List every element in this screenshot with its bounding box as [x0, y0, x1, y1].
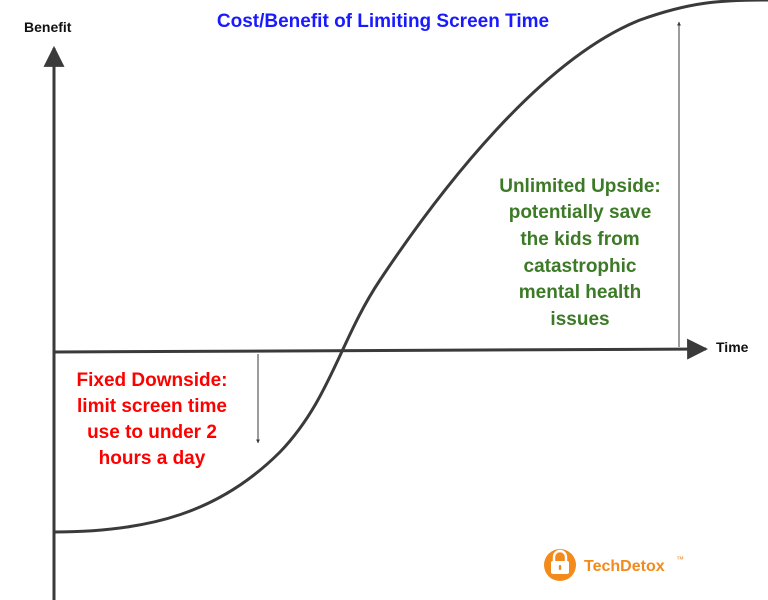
- downside-line: hours a day: [99, 448, 206, 469]
- x-axis-label: Time: [716, 339, 749, 355]
- upside-line: issues: [550, 309, 609, 330]
- techdetox-logo: TechDetox ™: [544, 549, 684, 581]
- y-axis-label: Benefit: [24, 19, 72, 35]
- downside-line: Fixed Downside:: [77, 370, 228, 391]
- downside-note: Fixed Downside: limit screen time use to…: [77, 370, 228, 469]
- x-axis: [53, 338, 709, 360]
- upside-line: the kids from: [520, 229, 639, 250]
- upside-line: potentially save: [509, 202, 652, 223]
- benefit-curve: [53, 0, 768, 534]
- lock-icon: [544, 549, 576, 581]
- upside-note: Unlimited Upside: potentially save the k…: [499, 176, 661, 330]
- upside-line: catastrophic: [524, 256, 637, 277]
- diagram-title: Cost/Benefit of Limiting Screen Time: [217, 11, 549, 32]
- brand-name: TechDetox: [584, 558, 665, 575]
- upside-line: Unlimited Upside:: [499, 176, 661, 197]
- trademark-mark: ™: [676, 555, 684, 564]
- downside-line: limit screen time: [77, 396, 227, 417]
- upside-line: mental health: [519, 282, 641, 303]
- downside-line: use to under 2: [87, 422, 217, 443]
